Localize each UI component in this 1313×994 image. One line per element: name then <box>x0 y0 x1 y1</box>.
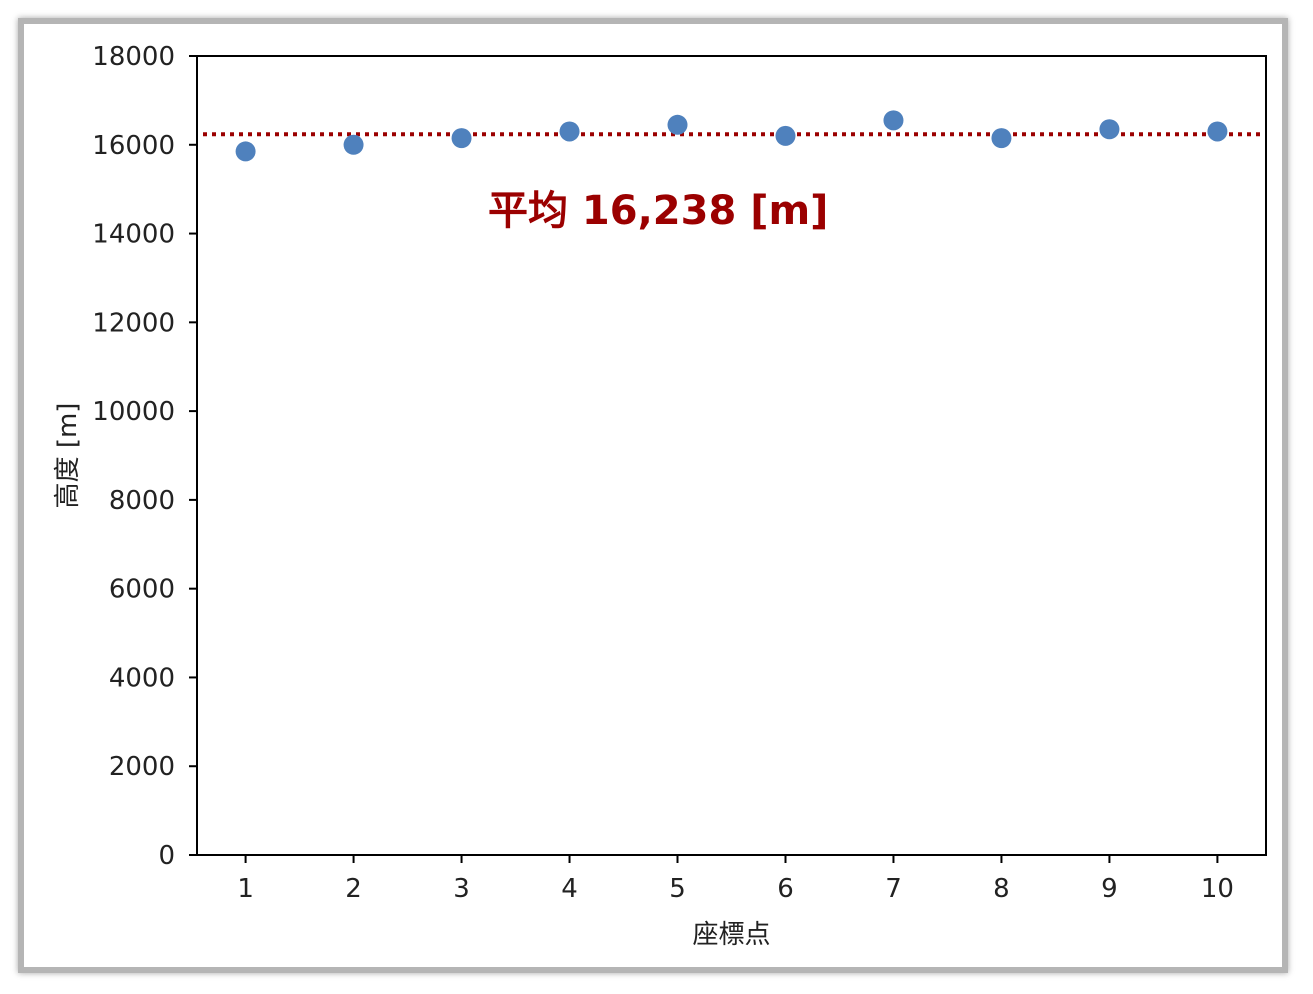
data-point <box>235 141 256 162</box>
data-point <box>1099 119 1120 140</box>
y-axis-ticks: 0 2000 4000 6000 8000 10000 12000 14000 16000 180… <box>92 42 197 871</box>
mean-annotation: 平均 16,238 [m] <box>488 188 828 234</box>
x-tick-label: 9 <box>1101 874 1118 904</box>
data-point <box>559 121 580 142</box>
data-point <box>883 110 904 131</box>
data-point <box>343 134 364 155</box>
y-tick-label: 2000 <box>109 752 175 782</box>
y-tick-label: 10000 <box>92 397 175 427</box>
x-tick-label: 1 <box>237 874 254 904</box>
x-tick-label: 6 <box>777 874 794 904</box>
data-point <box>1207 121 1228 142</box>
y-tick-label: 18000 <box>92 42 175 72</box>
plot-area <box>196 55 1267 856</box>
data-point <box>667 114 688 135</box>
y-tick-label: 6000 <box>109 575 175 605</box>
y-tick-label: 16000 <box>92 131 175 161</box>
data-points <box>235 110 1228 162</box>
x-tick-label: 5 <box>669 874 686 904</box>
x-axis-ticks: 1 2 3 4 5 6 7 8 9 10 <box>237 855 1234 904</box>
x-tick-label: 4 <box>561 874 578 904</box>
x-tick-label: 3 <box>453 874 470 904</box>
y-tick-label: 4000 <box>109 663 175 693</box>
x-axis-label: 座標点 <box>692 920 770 950</box>
y-tick-label: 0 <box>158 841 175 871</box>
data-point <box>775 125 796 146</box>
y-tick-label: 8000 <box>109 486 175 516</box>
y-axis-label: 高度 [m] <box>53 403 83 509</box>
x-tick-label: 8 <box>993 874 1010 904</box>
x-tick-label: 7 <box>885 874 902 904</box>
data-point <box>451 128 472 149</box>
chart-frame <box>18 18 1288 973</box>
x-tick-label: 2 <box>345 874 362 904</box>
y-tick-label: 12000 <box>92 308 175 338</box>
data-point <box>991 128 1012 149</box>
x-tick-label: 10 <box>1201 874 1234 904</box>
y-tick-label: 14000 <box>92 220 175 250</box>
